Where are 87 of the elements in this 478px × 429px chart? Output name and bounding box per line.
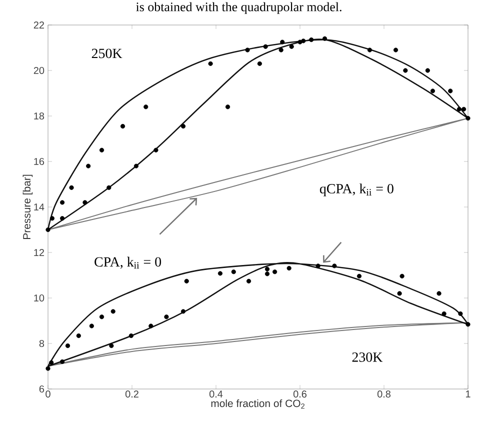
point bbox=[286, 266, 292, 270]
x-tick-label: 0.6 bbox=[293, 390, 306, 398]
point bbox=[231, 270, 236, 274]
point bbox=[50, 216, 54, 221]
annotation: qCPA, k$_{ii}$ = 0 bbox=[320, 184, 394, 196]
point bbox=[264, 272, 270, 276]
point bbox=[65, 343, 70, 348]
point bbox=[272, 270, 278, 274]
point bbox=[400, 274, 404, 278]
point bbox=[82, 200, 88, 205]
point bbox=[225, 104, 230, 110]
point bbox=[442, 311, 446, 316]
point bbox=[144, 104, 148, 110]
point bbox=[46, 227, 50, 232]
point bbox=[106, 185, 112, 190]
point bbox=[430, 88, 436, 94]
point bbox=[301, 38, 306, 44]
point bbox=[99, 314, 104, 320]
x-tick-label: 0 bbox=[46, 390, 50, 398]
point bbox=[322, 36, 328, 41]
point bbox=[436, 291, 442, 296]
y-tick-label: 14 bbox=[34, 204, 44, 210]
point bbox=[86, 164, 91, 168]
point bbox=[180, 309, 186, 314]
point bbox=[278, 48, 284, 52]
point bbox=[356, 274, 362, 278]
point bbox=[466, 322, 470, 327]
point bbox=[332, 264, 337, 268]
point bbox=[69, 185, 74, 190]
point bbox=[309, 37, 314, 42]
annotation: 250K bbox=[92, 48, 122, 58]
annotation: 230K bbox=[352, 352, 383, 362]
annotation: CPA, k$_{ii}$ = 0 bbox=[94, 256, 162, 269]
x-axis-title: mole fraction of CO$_{2}$ bbox=[211, 399, 304, 409]
point bbox=[280, 40, 285, 44]
point bbox=[393, 48, 398, 52]
point bbox=[298, 40, 302, 44]
point bbox=[458, 311, 463, 316]
point bbox=[184, 278, 189, 284]
y-tick-label: 12 bbox=[34, 249, 44, 256]
point bbox=[397, 291, 402, 296]
x-tick-label: 0.2 bbox=[125, 390, 138, 398]
point bbox=[257, 61, 262, 66]
point bbox=[245, 48, 250, 52]
point bbox=[99, 148, 104, 152]
y-tick-label: 18 bbox=[34, 112, 44, 120]
y-axis-title: Pressure [bar] bbox=[22, 174, 33, 239]
point bbox=[263, 44, 268, 49]
y-tick-label: 10 bbox=[34, 294, 44, 302]
point bbox=[218, 271, 222, 276]
point bbox=[46, 366, 50, 371]
point bbox=[316, 264, 320, 268]
point bbox=[60, 216, 65, 221]
point bbox=[60, 359, 65, 364]
y-tick-label: 22 bbox=[34, 22, 44, 28]
y-tick-label: 6 bbox=[39, 385, 44, 393]
point bbox=[164, 314, 169, 320]
point bbox=[49, 360, 54, 365]
point bbox=[89, 324, 94, 328]
point bbox=[76, 333, 81, 338]
point bbox=[60, 200, 65, 205]
point bbox=[134, 164, 138, 168]
point bbox=[180, 124, 186, 129]
y-tick-label: 8 bbox=[39, 340, 44, 348]
point bbox=[289, 44, 294, 49]
point bbox=[208, 61, 213, 66]
x-tick-label: 0.4 bbox=[209, 390, 223, 398]
point bbox=[425, 68, 430, 73]
point bbox=[110, 309, 116, 314]
x-tick-label: 0.8 bbox=[377, 390, 390, 398]
y-tick-label: 16 bbox=[34, 158, 44, 166]
x-tick-label: 1 bbox=[466, 390, 470, 398]
point bbox=[403, 68, 408, 73]
point bbox=[128, 333, 134, 338]
point bbox=[456, 106, 462, 112]
point bbox=[120, 124, 126, 129]
text: is obtained with the quadrupolar model. bbox=[136, 2, 342, 14]
point bbox=[462, 106, 466, 112]
point bbox=[154, 148, 158, 152]
point bbox=[367, 48, 372, 52]
point bbox=[246, 278, 252, 284]
y-tick-label: 20 bbox=[34, 66, 44, 74]
point bbox=[448, 88, 453, 94]
point bbox=[264, 266, 270, 272]
point bbox=[466, 116, 470, 121]
point bbox=[148, 324, 154, 328]
point bbox=[109, 343, 114, 348]
